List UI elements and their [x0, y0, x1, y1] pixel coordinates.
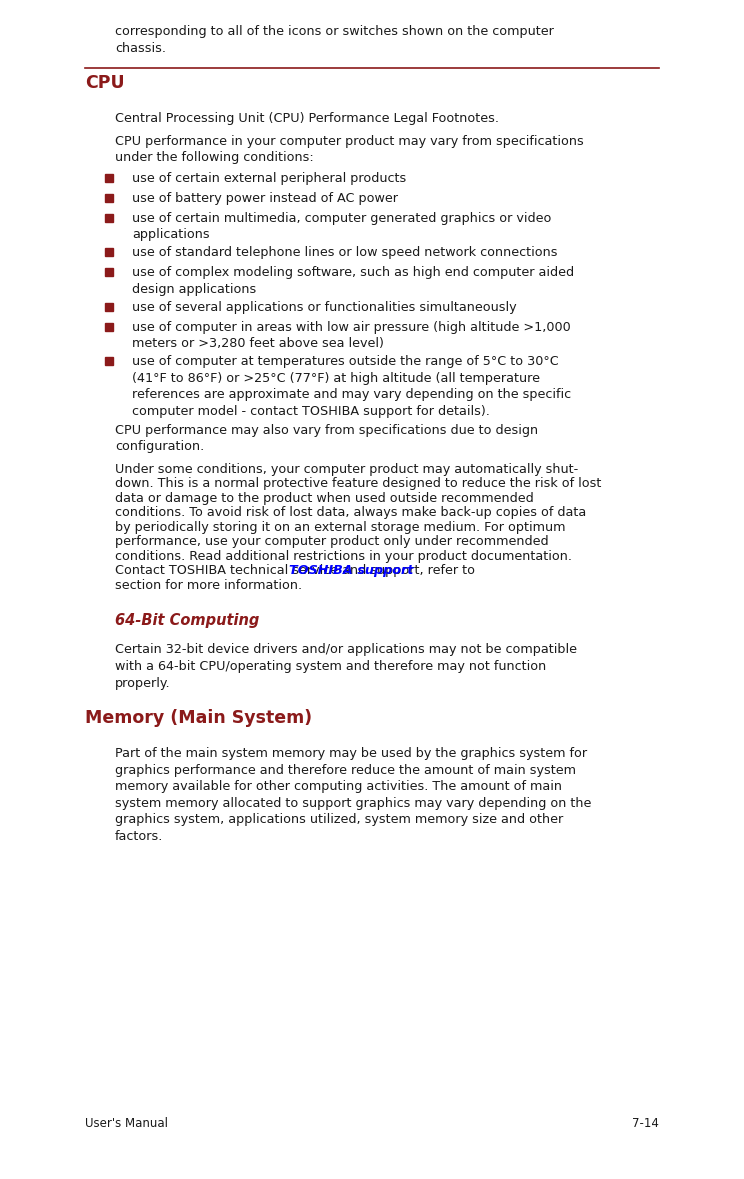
Text: use of computer in areas with low air pressure (high altitude >1,000
meters or >: use of computer in areas with low air pr…	[132, 321, 571, 350]
Text: CPU performance in your computer product may vary from specifications
under the : CPU performance in your computer product…	[115, 134, 584, 164]
Text: use of certain multimedia, computer generated graphics or video
applications: use of certain multimedia, computer gene…	[132, 212, 551, 242]
Text: 7-14: 7-14	[632, 1117, 659, 1129]
Text: corresponding to all of the icons or switches shown on the computer
chassis.: corresponding to all of the icons or swi…	[115, 25, 554, 54]
Text: Contact TOSHIBA technical service and support, refer to: Contact TOSHIBA technical service and su…	[115, 565, 479, 578]
Text: use of several applications or functionalities simultaneously: use of several applications or functiona…	[132, 301, 516, 314]
Text: conditions. To avoid risk of lost data, always make back-up copies of data: conditions. To avoid risk of lost data, …	[115, 506, 586, 519]
Text: CPU: CPU	[85, 74, 125, 92]
Bar	[105, 213, 113, 222]
Text: data or damage to the product when used outside recommended: data or damage to the product when used …	[115, 492, 533, 505]
Text: Memory (Main System): Memory (Main System)	[85, 709, 312, 727]
Text: Under some conditions, your computer product may automatically shut-: Under some conditions, your computer pro…	[115, 462, 578, 475]
Bar	[105, 303, 113, 311]
Text: down. This is a normal protective feature designed to reduce the risk of lost: down. This is a normal protective featur…	[115, 477, 601, 490]
Text: section for more information.: section for more information.	[115, 579, 302, 592]
Text: 64-Bit Computing: 64-Bit Computing	[115, 613, 260, 628]
Text: use of complex modeling software, such as high end computer aided
design applica: use of complex modeling software, such a…	[132, 266, 574, 296]
Text: by periodically storing it on an external storage medium. For optimum: by periodically storing it on an externa…	[115, 521, 565, 534]
Text: use of battery power instead of AC power: use of battery power instead of AC power	[132, 192, 398, 205]
Text: use of standard telephone lines or low speed network connections: use of standard telephone lines or low s…	[132, 246, 557, 259]
Text: Part of the main system memory may be used by the graphics system for
graphics p: Part of the main system memory may be us…	[115, 747, 591, 843]
Bar	[105, 193, 113, 202]
Bar	[105, 249, 113, 256]
Bar	[105, 323, 113, 330]
Text: use of computer at temperatures outside the range of 5°C to 30°C
(41°F to 86°F) : use of computer at temperatures outside …	[132, 355, 571, 417]
Text: TOSHIBA support: TOSHIBA support	[289, 565, 414, 578]
Text: User's Manual: User's Manual	[85, 1117, 168, 1129]
Text: performance, use your computer product only under recommended: performance, use your computer product o…	[115, 535, 548, 548]
Text: use of certain external peripheral products: use of certain external peripheral produ…	[132, 172, 406, 185]
Text: CPU performance may also vary from specifications due to design
configuration.: CPU performance may also vary from speci…	[115, 423, 538, 453]
Bar	[105, 357, 113, 365]
Text: Central Processing Unit (CPU) Performance Legal Footnotes.: Central Processing Unit (CPU) Performanc…	[115, 112, 499, 125]
Bar	[105, 268, 113, 276]
Bar	[105, 173, 113, 182]
Text: conditions. Read additional restrictions in your product documentation.: conditions. Read additional restrictions…	[115, 549, 572, 562]
Text: Certain 32-bit device drivers and/or applications may not be compatible
with a 6: Certain 32-bit device drivers and/or app…	[115, 644, 577, 690]
